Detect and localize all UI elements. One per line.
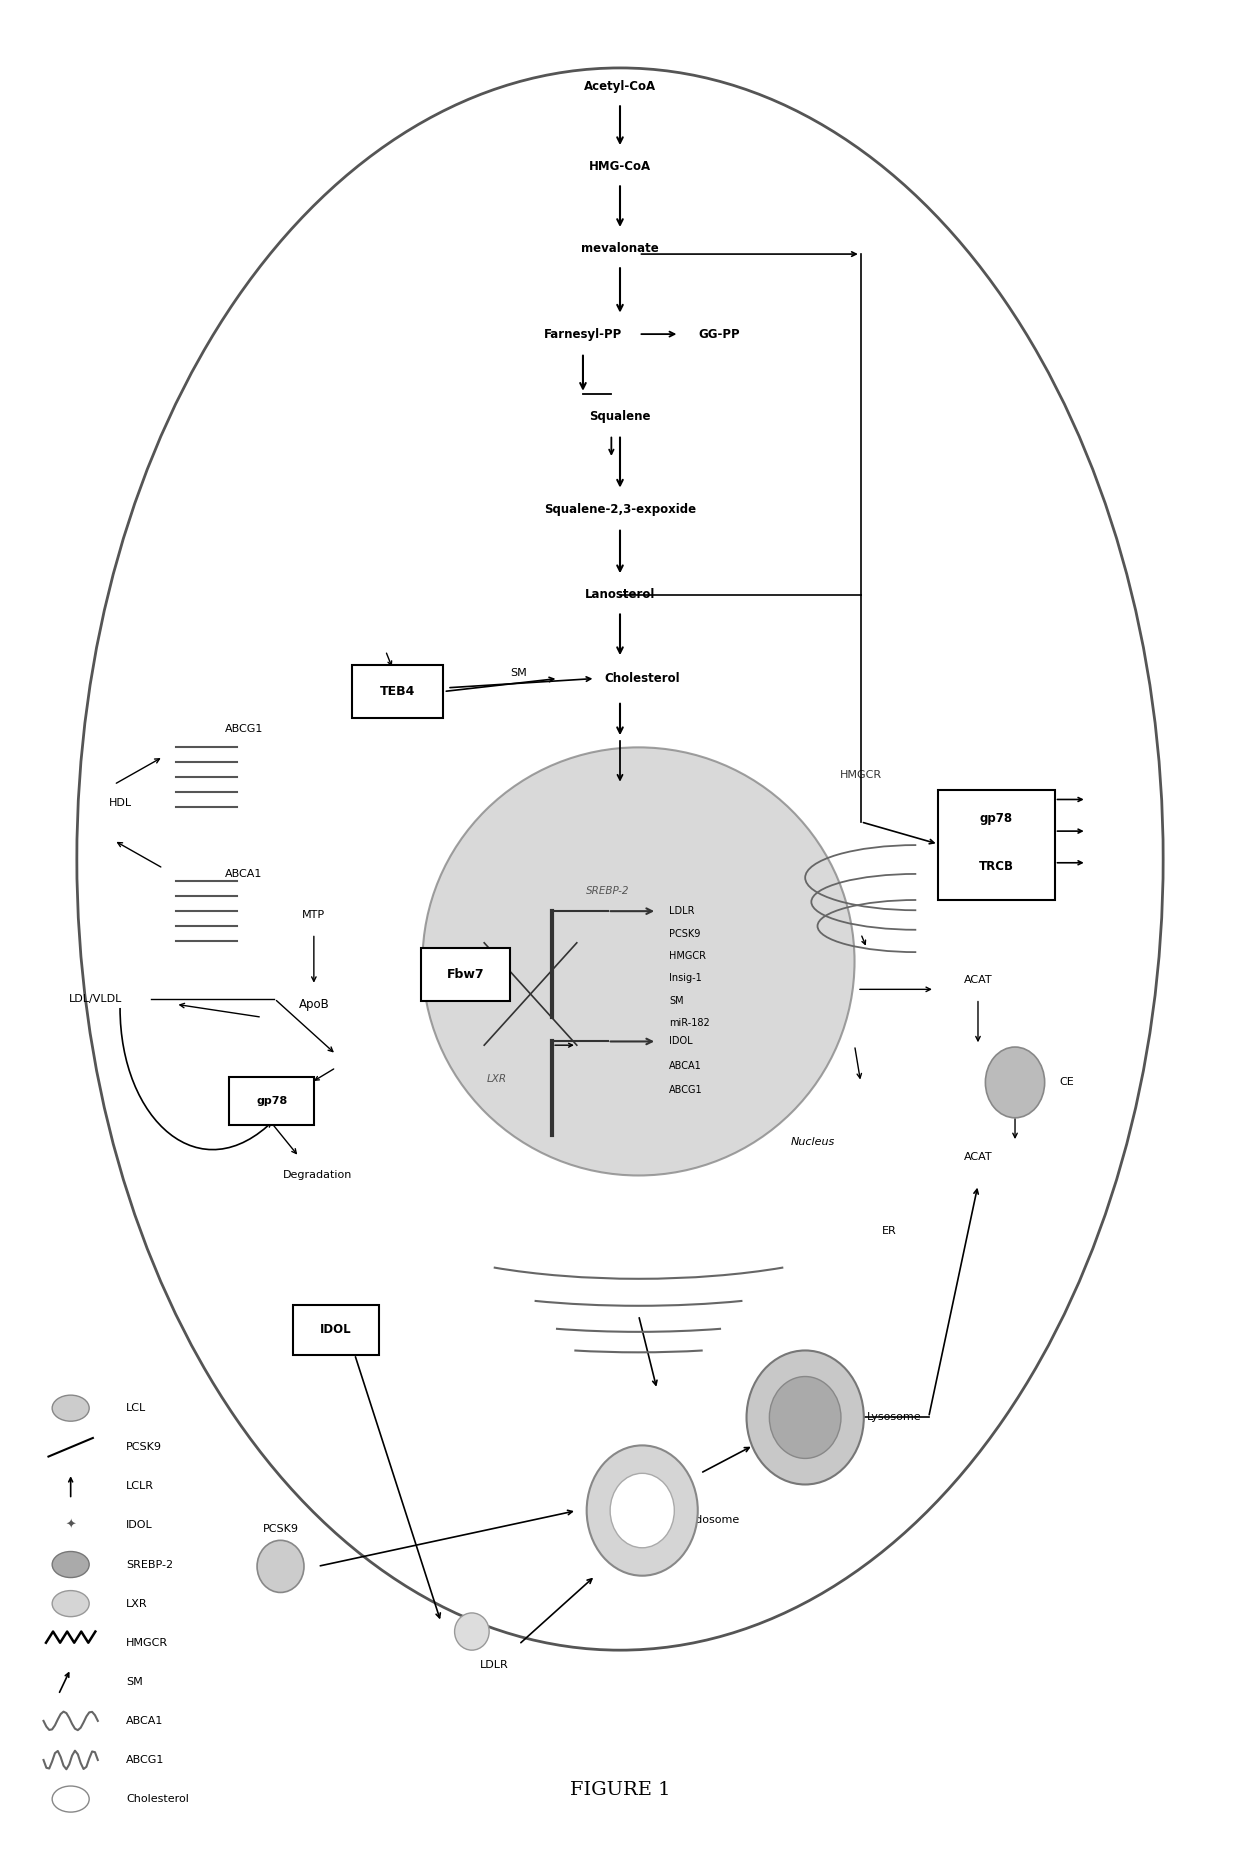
Ellipse shape [587, 1445, 698, 1576]
Ellipse shape [769, 1376, 841, 1458]
Text: IDOL: IDOL [126, 1520, 153, 1531]
Text: HMG-CoA: HMG-CoA [589, 161, 651, 174]
Text: Cholesterol: Cholesterol [604, 672, 680, 685]
Text: ApoB: ApoB [299, 997, 330, 1010]
Ellipse shape [423, 747, 854, 1176]
Text: LXR: LXR [486, 1074, 507, 1083]
Text: ABCA1: ABCA1 [126, 1716, 164, 1725]
Text: Lanosterol: Lanosterol [585, 588, 655, 601]
Text: Acetyl-CoA: Acetyl-CoA [584, 80, 656, 93]
FancyBboxPatch shape [422, 948, 510, 1001]
Text: HMGCR: HMGCR [126, 1637, 169, 1649]
Text: LDLR: LDLR [480, 1660, 508, 1671]
Text: FIGURE 1: FIGURE 1 [569, 1781, 671, 1798]
Text: Farnesyl-PP: Farnesyl-PP [544, 327, 622, 340]
Text: SREBP-2: SREBP-2 [587, 885, 630, 896]
Text: PCSK9: PCSK9 [670, 928, 701, 939]
Ellipse shape [52, 1395, 89, 1421]
Text: ✦: ✦ [66, 1520, 76, 1533]
Text: mevalonate: mevalonate [582, 243, 658, 256]
Text: ABCG1: ABCG1 [224, 724, 263, 734]
Text: Squalene: Squalene [589, 409, 651, 422]
Text: Lysosome: Lysosome [867, 1413, 921, 1423]
Text: ACAT: ACAT [963, 975, 992, 986]
Text: Squalene-2,3-expoxide: Squalene-2,3-expoxide [544, 502, 696, 515]
Text: PCSK9: PCSK9 [126, 1443, 162, 1453]
Text: ER: ER [882, 1227, 897, 1236]
Text: TEB4: TEB4 [381, 685, 415, 698]
Text: TRCB: TRCB [980, 861, 1014, 874]
Ellipse shape [257, 1540, 304, 1593]
Text: IDOL: IDOL [320, 1324, 352, 1337]
Text: LDLR: LDLR [670, 905, 694, 917]
FancyBboxPatch shape [939, 790, 1054, 900]
Text: miR-182: miR-182 [670, 1018, 711, 1029]
Text: GG-PP: GG-PP [698, 327, 739, 340]
Ellipse shape [986, 1047, 1044, 1118]
FancyBboxPatch shape [294, 1305, 378, 1355]
Text: PCSK9: PCSK9 [263, 1523, 299, 1535]
Text: HMGCR: HMGCR [670, 950, 707, 962]
Text: LDL/VLDL: LDL/VLDL [68, 993, 122, 1004]
Text: Cholesterol: Cholesterol [126, 1794, 188, 1804]
Text: Fbw7: Fbw7 [446, 967, 485, 980]
Text: LCLR: LCLR [126, 1481, 154, 1492]
Ellipse shape [52, 1551, 89, 1578]
Ellipse shape [610, 1473, 675, 1548]
Text: ABCG1: ABCG1 [126, 1755, 165, 1764]
Text: Degradation: Degradation [283, 1171, 352, 1180]
Text: ABCA1: ABCA1 [224, 868, 263, 879]
FancyBboxPatch shape [229, 1077, 315, 1126]
Text: MTP: MTP [303, 909, 325, 920]
Text: HMGCR: HMGCR [839, 771, 882, 780]
Text: SREBP-2: SREBP-2 [126, 1559, 174, 1570]
Text: SM: SM [511, 668, 527, 678]
Text: Insig-1: Insig-1 [670, 973, 702, 984]
Ellipse shape [746, 1350, 864, 1484]
Ellipse shape [52, 1591, 89, 1617]
Text: LCL: LCL [126, 1404, 146, 1413]
Text: Endosome: Endosome [682, 1514, 740, 1525]
Text: gp78: gp78 [980, 812, 1013, 825]
Text: Nucleus: Nucleus [790, 1137, 835, 1146]
Text: ABCA1: ABCA1 [670, 1060, 702, 1070]
Text: gp78: gp78 [257, 1096, 288, 1105]
Text: CE: CE [1059, 1077, 1074, 1087]
Text: ACAT: ACAT [963, 1152, 992, 1161]
Text: HDL: HDL [108, 799, 131, 808]
Text: SM: SM [670, 995, 684, 1006]
FancyBboxPatch shape [352, 665, 444, 717]
Ellipse shape [455, 1613, 489, 1650]
Text: SM: SM [126, 1677, 143, 1686]
Text: IDOL: IDOL [670, 1036, 693, 1047]
Text: ABCG1: ABCG1 [670, 1085, 703, 1094]
Ellipse shape [52, 1787, 89, 1813]
Text: LXR: LXR [126, 1598, 148, 1609]
